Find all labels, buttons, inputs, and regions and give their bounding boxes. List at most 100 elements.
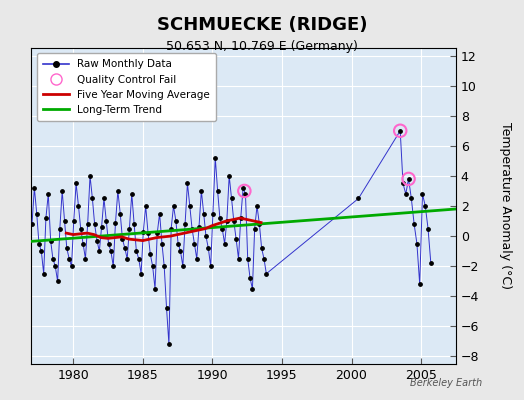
Point	[83, 221, 92, 227]
Point	[209, 210, 217, 217]
Point	[213, 188, 222, 194]
Point	[405, 176, 413, 182]
Point	[42, 215, 50, 221]
Point	[248, 286, 257, 292]
Point	[396, 128, 405, 134]
Point	[111, 219, 119, 226]
Point	[250, 225, 259, 232]
Point	[421, 203, 430, 209]
Point	[127, 191, 136, 197]
Point	[132, 248, 140, 254]
Point	[216, 215, 224, 221]
Y-axis label: Temperature Anomaly (°C): Temperature Anomaly (°C)	[499, 122, 511, 290]
Point	[181, 221, 189, 227]
Point	[32, 210, 41, 217]
Point	[197, 188, 205, 194]
Point	[144, 230, 152, 236]
Point	[262, 270, 270, 277]
Text: SCHMUECKE (RIDGE): SCHMUECKE (RIDGE)	[157, 16, 367, 34]
Point	[405, 176, 413, 182]
Point	[396, 128, 405, 134]
Point	[211, 155, 220, 161]
Point	[218, 225, 226, 232]
Legend: Raw Monthly Data, Quality Control Fail, Five Year Moving Average, Long-Term Tren: Raw Monthly Data, Quality Control Fail, …	[37, 53, 216, 121]
Point	[39, 270, 48, 277]
Point	[141, 203, 150, 209]
Point	[139, 228, 148, 235]
Point	[56, 225, 64, 232]
Point	[167, 225, 176, 232]
Point	[190, 240, 199, 247]
Point	[130, 221, 138, 227]
Point	[241, 191, 249, 197]
Point	[206, 263, 215, 269]
Point	[79, 240, 88, 247]
Point	[81, 256, 90, 262]
Point	[28, 221, 36, 227]
Point	[137, 270, 145, 277]
Point	[77, 225, 85, 232]
Point	[30, 185, 39, 191]
Point	[236, 215, 245, 221]
Point	[160, 263, 168, 269]
Point	[202, 233, 210, 239]
Point	[230, 218, 238, 224]
Text: Berkeley Earth: Berkeley Earth	[410, 378, 482, 388]
Point	[49, 256, 57, 262]
Point	[95, 248, 104, 254]
Point	[188, 225, 196, 232]
Point	[239, 185, 247, 191]
Point	[246, 275, 254, 282]
Point	[58, 188, 67, 194]
Point	[62, 245, 71, 251]
Point	[221, 240, 229, 247]
Point	[158, 240, 166, 247]
Point	[174, 240, 182, 247]
Point	[107, 248, 115, 254]
Point	[86, 173, 94, 179]
Point	[135, 256, 143, 262]
Point	[118, 236, 127, 242]
Point	[401, 191, 410, 197]
Point	[169, 203, 178, 209]
Point	[114, 188, 122, 194]
Point	[97, 224, 106, 230]
Point	[240, 188, 248, 194]
Point	[162, 305, 171, 312]
Point	[148, 263, 157, 269]
Text: 50.653 N, 10.769 E (Germany): 50.653 N, 10.769 E (Germany)	[166, 40, 358, 53]
Point	[225, 173, 233, 179]
Point	[424, 225, 432, 232]
Point	[354, 195, 363, 202]
Point	[418, 191, 427, 197]
Point	[153, 230, 161, 236]
Point	[121, 245, 129, 251]
Point	[399, 180, 407, 187]
Point	[253, 203, 261, 209]
Point	[232, 236, 241, 242]
Point	[37, 248, 46, 254]
Point	[109, 263, 117, 269]
Point	[257, 245, 266, 251]
Point	[65, 256, 73, 262]
Point	[183, 180, 192, 187]
Point	[410, 221, 418, 227]
Point	[67, 263, 75, 269]
Point	[116, 210, 124, 217]
Point	[35, 240, 43, 247]
Point	[195, 224, 203, 230]
Point	[223, 218, 231, 224]
Point	[185, 203, 194, 209]
Point	[44, 191, 52, 197]
Point	[91, 221, 99, 227]
Point	[204, 245, 213, 251]
Point	[200, 210, 208, 217]
Point	[146, 251, 155, 257]
Point	[100, 195, 108, 202]
Point	[176, 248, 184, 254]
Point	[227, 195, 236, 202]
Point	[93, 238, 101, 244]
Point	[125, 225, 134, 232]
Point	[151, 286, 159, 292]
Point	[60, 218, 69, 224]
